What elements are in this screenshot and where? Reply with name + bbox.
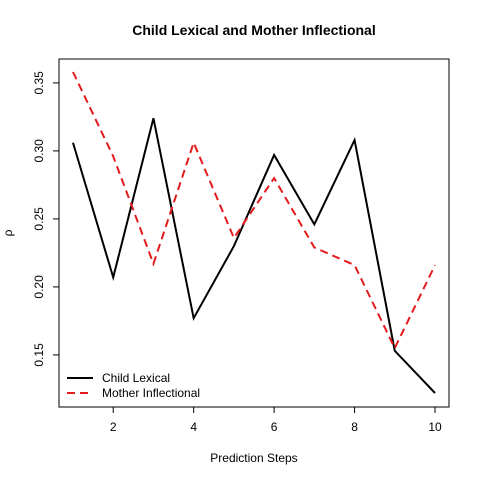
plot-frame — [58, 58, 450, 408]
y-axis-label: ρ — [1, 229, 15, 236]
x-tick-label: 4 — [190, 420, 197, 434]
x-tick-label: 8 — [351, 420, 358, 434]
chart-title: Child Lexical and Mother Inflectional — [132, 22, 375, 38]
series-line-mother-inflectional — [72, 71, 436, 351]
x-axis-label: Prediction Steps — [210, 451, 297, 465]
y-tick-label: 0.20 — [32, 275, 46, 299]
series-line-child-lexical — [72, 118, 436, 394]
x-axis: 2 4 6 8 10 — [110, 407, 442, 434]
series-layer — [72, 71, 436, 394]
y-axis: 0.15 0.20 0.25 0.30 0.35 — [32, 71, 59, 367]
y-tick-label: 0.15 — [32, 343, 46, 367]
y-tick-label: 0.25 — [32, 207, 46, 231]
x-tick-label: 10 — [428, 420, 442, 434]
legend-label: Child Lexical — [102, 371, 170, 385]
x-tick-label: 6 — [271, 420, 278, 434]
y-tick-label: 0.30 — [32, 139, 46, 163]
y-tick-label: 0.35 — [32, 71, 46, 95]
legend-label: Mother Inflectional — [102, 386, 200, 400]
x-tick-label: 2 — [110, 420, 117, 434]
